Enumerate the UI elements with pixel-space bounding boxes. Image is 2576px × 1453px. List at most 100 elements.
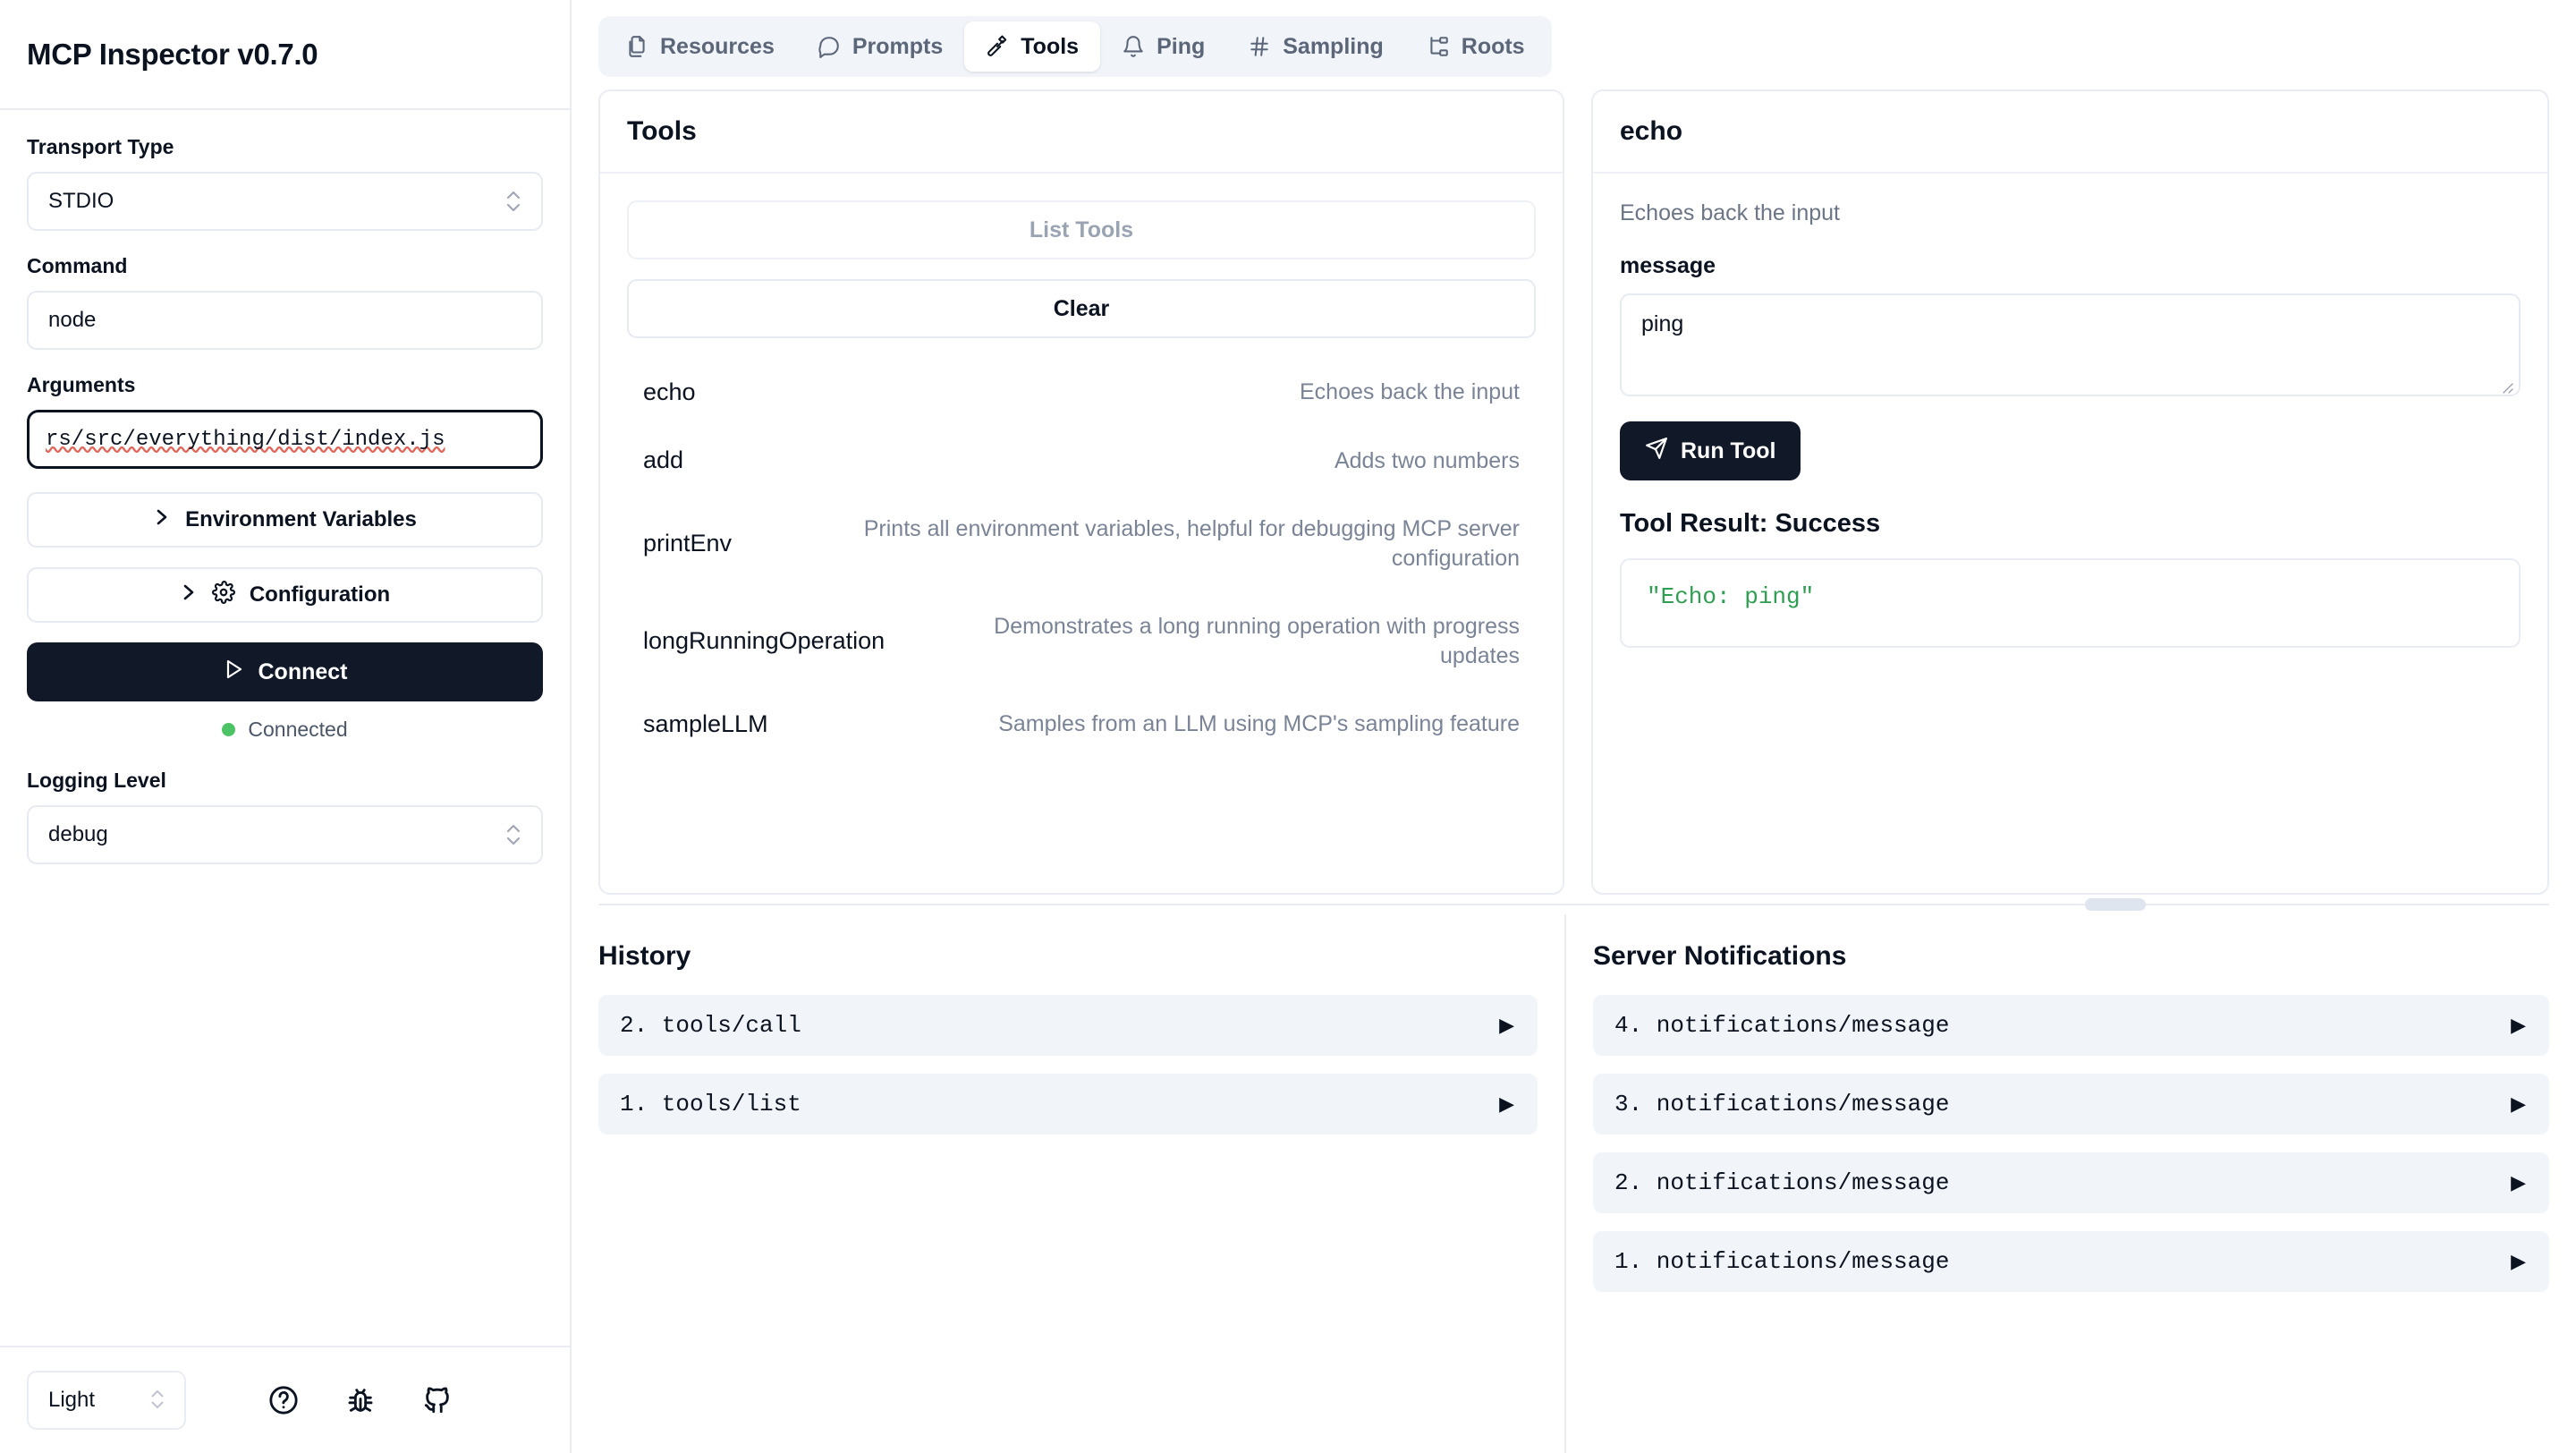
logging-level-field: Logging Level debug <box>27 769 543 864</box>
run-tool-button[interactable]: Run Tool <box>1620 421 1801 480</box>
tool-name: sampleLLM <box>643 710 768 737</box>
bottom-panels: History 2. tools/call ▶ 1. tools/list ▶ … <box>572 914 2576 1453</box>
tool-result-value: "Echo: ping" <box>1647 583 1815 610</box>
tab-prompts[interactable]: Prompts <box>796 21 964 72</box>
tool-description: Samples from an LLM using MCP's sampling… <box>998 711 1520 736</box>
caret-right-icon: ▶ <box>2511 1092 2526 1115</box>
arguments-input[interactable]: rs/src/everything/dist/index.js <box>27 410 543 469</box>
connect-button[interactable]: Connect <box>27 642 543 701</box>
status-label: Connected <box>248 718 348 741</box>
tool-list-item[interactable]: printEnv Prints all environment variable… <box>627 495 1536 592</box>
logging-level-value: debug <box>48 822 108 846</box>
tool-list-item[interactable]: echo Echoes back the input <box>627 358 1536 427</box>
caret-right-icon: ▶ <box>1499 1014 1514 1036</box>
command-field: Command node <box>27 254 543 350</box>
transport-type-field: Transport Type STDIO <box>27 135 543 231</box>
tool-result-box: "Echo: ping" <box>1620 558 2521 648</box>
tool-name: add <box>643 446 684 474</box>
caret-right-icon: ▶ <box>2511 1014 2526 1036</box>
configuration-button[interactable]: Configuration <box>27 567 543 623</box>
horizontal-splitter[interactable] <box>572 895 2576 914</box>
tool-description: Demonstrates a long running operation wi… <box>994 614 1520 668</box>
message-input[interactable]: ping <box>1620 293 2521 396</box>
tab-sampling[interactable]: Sampling <box>1226 21 1405 72</box>
logging-level-select[interactable]: debug <box>27 805 543 864</box>
caret-right-icon: ▶ <box>2511 1250 2526 1272</box>
clear-button[interactable]: Clear <box>627 279 1536 338</box>
app-title: MCP Inspector v0.7.0 <box>27 37 318 71</box>
command-input[interactable]: node <box>27 291 543 350</box>
caret-right-icon: ▶ <box>1499 1092 1514 1115</box>
history-panel: History 2. tools/call ▶ 1. tools/list ▶ <box>572 914 1564 1453</box>
tab-sampling-label: Sampling <box>1283 33 1384 59</box>
top-panels: Tools List Tools Clear echo Echoes back … <box>572 89 2576 895</box>
arguments-value: rs/src/everything/dist/index.js <box>46 427 445 452</box>
command-value: node <box>48 308 97 332</box>
tab-tools[interactable]: Tools <box>964 21 1101 72</box>
tool-detail-description: Echoes back the input <box>1620 200 1840 225</box>
message-value: ping <box>1641 311 1684 336</box>
transport-type-label: Transport Type <box>27 135 174 158</box>
tool-list-item[interactable]: sampleLLM Samples from an LLM using MCP'… <box>627 690 1536 759</box>
notification-entry[interactable]: 4. notifications/message ▶ <box>1593 995 2549 1056</box>
history-entry[interactable]: 2. tools/call ▶ <box>598 995 1538 1056</box>
tab-roots[interactable]: Roots <box>1405 21 1546 72</box>
splitter-line <box>598 904 2549 905</box>
connect-label: Connect <box>258 659 348 684</box>
notification-entry[interactable]: 1. notifications/message ▶ <box>1593 1231 2549 1292</box>
notification-entry[interactable]: 3. notifications/message ▶ <box>1593 1074 2549 1134</box>
tool-detail-header: echo <box>1593 91 2547 174</box>
history-entry[interactable]: 1. tools/list ▶ <box>598 1074 1538 1134</box>
tools-panel: Tools List Tools Clear echo Echoes back … <box>598 89 1564 895</box>
chevron-updown-icon <box>504 186 523 217</box>
message-square-icon <box>818 35 841 58</box>
resize-handle-icon[interactable] <box>2498 375 2514 394</box>
sidebar-footer: Light <box>0 1346 570 1453</box>
main-content: Resources Prompts <box>572 0 2576 1453</box>
tab-prompts-label: Prompts <box>852 33 944 59</box>
tab-ping[interactable]: Ping <box>1100 21 1226 72</box>
server-notifications-title: Server Notifications <box>1593 941 1847 971</box>
tree-icon <box>1427 35 1450 58</box>
tool-description: Adds two numbers <box>1334 447 1520 473</box>
footer-icon-group <box>245 1371 476 1430</box>
list-tools-button[interactable]: List Tools <box>627 200 1536 259</box>
notification-entry[interactable]: 2. notifications/message ▶ <box>1593 1152 2549 1213</box>
bug-icon[interactable] <box>322 1371 399 1430</box>
tool-description: Echoes back the input <box>1300 379 1520 404</box>
hammer-icon <box>986 35 1009 58</box>
tool-name: printEnv <box>643 530 733 557</box>
tab-resources[interactable]: Resources <box>604 21 796 72</box>
configuration-label: Configuration <box>249 582 391 607</box>
tools-panel-header: Tools <box>600 91 1563 174</box>
history-title: History <box>598 941 691 971</box>
arguments-field: Arguments rs/src/everything/dist/index.j… <box>27 373 543 469</box>
tool-name: echo <box>643 378 696 405</box>
tab-roots-label: Roots <box>1461 33 1525 59</box>
theme-select[interactable]: Light <box>27 1371 186 1430</box>
notification-entry-label: 3. notifications/message <box>1614 1091 1950 1117</box>
tool-description: Prints all environment variables, helpfu… <box>863 516 1520 571</box>
github-icon[interactable] <box>399 1371 476 1430</box>
tool-detail-panel: echo Echoes back the input message ping <box>1591 89 2549 895</box>
tool-list-item[interactable]: add Adds two numbers <box>627 427 1536 496</box>
command-label: Command <box>27 254 128 277</box>
help-circle-icon[interactable] <box>245 1371 322 1430</box>
tool-list-item[interactable]: longRunningOperation Demonstrates a long… <box>627 592 1536 690</box>
tools-panel-body: List Tools Clear echo Echoes back the in… <box>600 174 1563 893</box>
tab-ping-label: Ping <box>1157 33 1206 59</box>
play-icon <box>223 658 244 687</box>
transport-type-value: STDIO <box>48 189 114 213</box>
splitter-grip-handle[interactable] <box>2085 898 2146 911</box>
sidebar: MCP Inspector v0.7.0 Transport Type STDI… <box>0 0 572 1453</box>
tabbar: Resources Prompts <box>598 16 1552 77</box>
caret-right-icon: ▶ <box>2511 1171 2526 1194</box>
tool-name: longRunningOperation <box>643 627 886 654</box>
environment-variables-button[interactable]: Environment Variables <box>27 492 543 548</box>
transport-type-select[interactable]: STDIO <box>27 172 543 231</box>
connection-status: Connected <box>27 718 543 742</box>
hash-icon <box>1248 35 1271 58</box>
tool-result-title: Tool Result: Success <box>1620 509 1881 538</box>
logging-level-label: Logging Level <box>27 769 166 792</box>
